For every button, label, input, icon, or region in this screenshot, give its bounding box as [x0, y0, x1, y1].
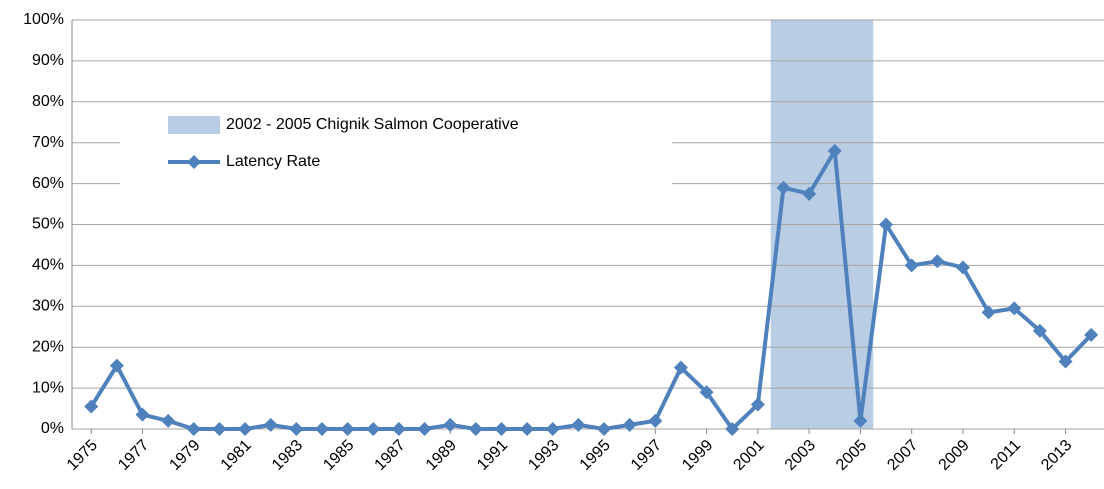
y-tick-label: 90% [32, 52, 64, 69]
y-tick-label: 40% [32, 257, 64, 274]
data-point [263, 417, 278, 432]
x-tick-label: 2001 [730, 437, 767, 474]
x-tick-label: 1987 [372, 437, 409, 474]
data-point [494, 422, 509, 436]
data-point [1058, 354, 1073, 369]
data-point [289, 422, 304, 436]
data-point [955, 260, 970, 275]
x-tick-label: 1983 [269, 437, 306, 474]
data-point [84, 399, 99, 414]
legend-label: 2002 - 2005 Chignik Salmon Cooperative [226, 116, 519, 133]
y-tick-label: 20% [32, 338, 64, 355]
data-point [520, 422, 535, 436]
data-point [673, 360, 688, 375]
y-tick-label: 70% [32, 134, 64, 151]
x-tick-label: 1997 [628, 437, 665, 474]
y-tick-label: 30% [32, 298, 64, 315]
x-tick-label: 1977 [115, 437, 152, 474]
x-tick-label: 1989 [423, 437, 460, 474]
x-tick-label: 2007 [884, 437, 921, 474]
data-point [443, 417, 458, 432]
data-point [981, 305, 996, 320]
legend-swatch [168, 116, 220, 134]
y-tick-label: 80% [32, 93, 64, 110]
y-tick-label: 0% [41, 420, 64, 437]
x-tick-label: 2013 [1038, 437, 1075, 474]
x-tick-label: 1979 [166, 437, 203, 474]
data-point [135, 407, 150, 422]
data-point [879, 217, 894, 232]
data-point [545, 422, 560, 436]
data-point [417, 422, 432, 436]
x-tick-label: 1985 [320, 437, 357, 474]
data-point [802, 186, 817, 201]
data-point [930, 254, 945, 269]
data-point [109, 358, 124, 373]
data-point [366, 422, 381, 436]
y-tick-label: 50% [32, 216, 64, 233]
x-tick-label: 1999 [679, 437, 716, 474]
x-tick-label: 1995 [577, 437, 614, 474]
data-point [725, 422, 740, 436]
x-tick-label: 1993 [525, 437, 562, 474]
data-point [238, 422, 253, 436]
data-point [648, 413, 663, 428]
y-tick-label: 10% [32, 379, 64, 396]
x-tick-label: 1991 [474, 437, 511, 474]
legend-label: Latency Rate [226, 153, 320, 170]
data-point [853, 413, 868, 428]
data-point [904, 258, 919, 273]
data-point [750, 397, 765, 412]
legend-marker [187, 155, 201, 169]
data-point [699, 385, 714, 400]
y-tick-label: 60% [32, 175, 64, 192]
data-point [340, 422, 355, 436]
y-tick-label: 100% [23, 11, 64, 28]
legend: 2002 - 2005 Chignik Salmon Cooperative La… [120, 108, 672, 188]
x-tick-label: 2005 [833, 437, 870, 474]
x-tick-label: 1975 [64, 437, 101, 474]
data-point [1032, 323, 1047, 338]
data-point [1084, 327, 1099, 342]
data-point [314, 422, 329, 436]
x-tick-label: 2009 [936, 437, 973, 474]
data-point [776, 180, 791, 195]
data-point [571, 417, 586, 432]
data-point [622, 417, 637, 432]
data-point [186, 422, 201, 436]
x-tick-label: 1981 [218, 437, 255, 474]
data-point [597, 422, 612, 436]
x-tick-label: 2003 [782, 437, 819, 474]
data-point [212, 422, 227, 436]
series-line [89, 148, 1093, 431]
data-point [827, 143, 842, 158]
data-point [468, 422, 483, 436]
data-point [391, 422, 406, 436]
x-tick-label: 2011 [988, 437, 1024, 473]
data-point [1007, 301, 1022, 316]
data-point [161, 413, 176, 428]
